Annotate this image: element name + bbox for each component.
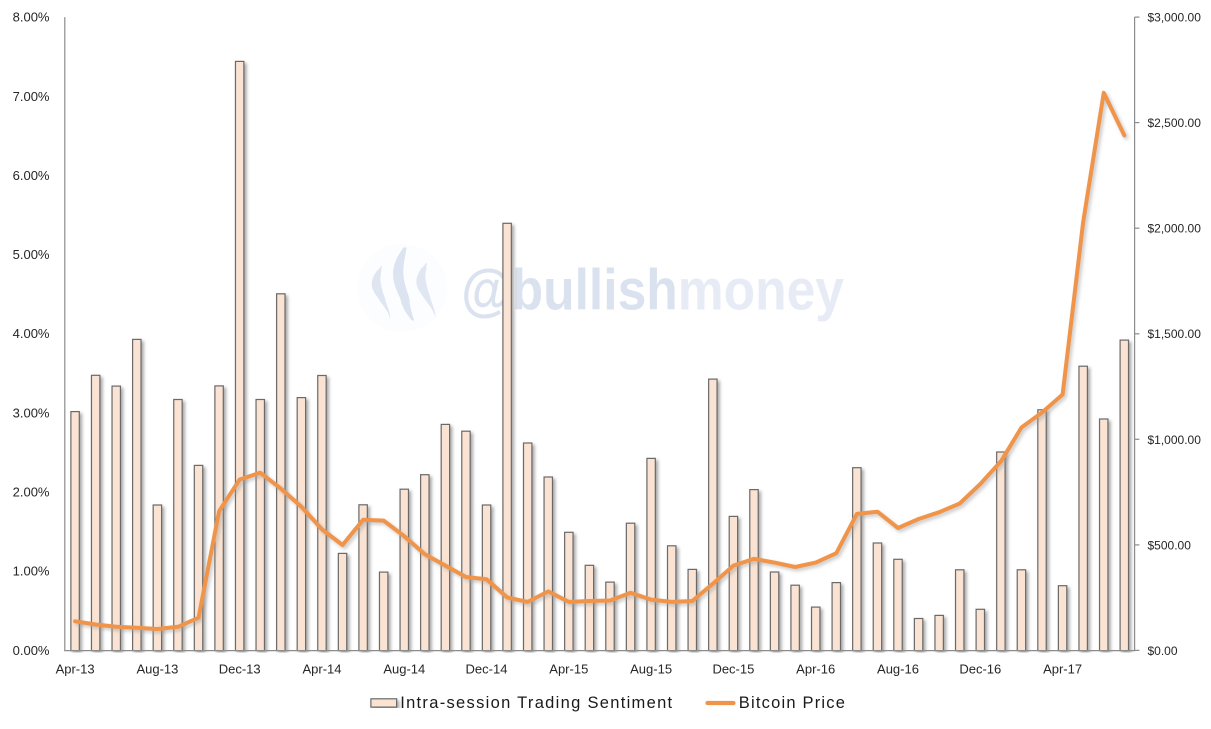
svg-text:8.00%: 8.00% bbox=[13, 10, 50, 25]
svg-text:Aug-16: Aug-16 bbox=[877, 662, 919, 677]
svg-text:$1,000.00: $1,000.00 bbox=[1148, 433, 1202, 447]
svg-text:$500.00: $500.00 bbox=[1148, 538, 1192, 552]
svg-text:Bitcoin Price: Bitcoin Price bbox=[739, 694, 846, 712]
svg-text:Dec-14: Dec-14 bbox=[466, 662, 508, 677]
svg-text:Dec-16: Dec-16 bbox=[959, 662, 1001, 677]
svg-text:Aug-13: Aug-13 bbox=[136, 662, 178, 677]
svg-text:$0.00: $0.00 bbox=[1148, 644, 1178, 658]
svg-text:Apr-15: Apr-15 bbox=[549, 662, 588, 677]
svg-text:Dec-15: Dec-15 bbox=[712, 662, 754, 677]
svg-text:Intra-session Trading Sentimen: Intra-session Trading Sentiment bbox=[400, 694, 673, 712]
svg-text:$3,000.00: $3,000.00 bbox=[1148, 11, 1202, 25]
svg-text:Apr-14: Apr-14 bbox=[302, 662, 341, 677]
svg-text:6.00%: 6.00% bbox=[13, 168, 50, 183]
svg-text:Apr-13: Apr-13 bbox=[56, 662, 95, 677]
svg-text:$2,000.00: $2,000.00 bbox=[1148, 222, 1202, 236]
svg-text:$1,500.00: $1,500.00 bbox=[1148, 327, 1202, 341]
svg-text:3.00%: 3.00% bbox=[13, 405, 50, 420]
svg-text:7.00%: 7.00% bbox=[13, 89, 50, 104]
svg-text:Aug-14: Aug-14 bbox=[383, 662, 425, 677]
svg-text:Aug-15: Aug-15 bbox=[630, 662, 672, 677]
svg-text:@bullishmoney: @bullishmoney bbox=[461, 258, 844, 322]
svg-text:2.00%: 2.00% bbox=[13, 485, 50, 500]
svg-text:1.00%: 1.00% bbox=[13, 564, 50, 579]
svg-text:$2,500.00: $2,500.00 bbox=[1148, 116, 1202, 130]
svg-text:Dec-13: Dec-13 bbox=[219, 662, 261, 677]
svg-text:4.00%: 4.00% bbox=[13, 326, 50, 341]
svg-text:0.00%: 0.00% bbox=[13, 643, 50, 658]
svg-text:5.00%: 5.00% bbox=[13, 247, 50, 262]
svg-text:Apr-17: Apr-17 bbox=[1043, 662, 1082, 677]
svg-text:Apr-16: Apr-16 bbox=[796, 662, 835, 677]
